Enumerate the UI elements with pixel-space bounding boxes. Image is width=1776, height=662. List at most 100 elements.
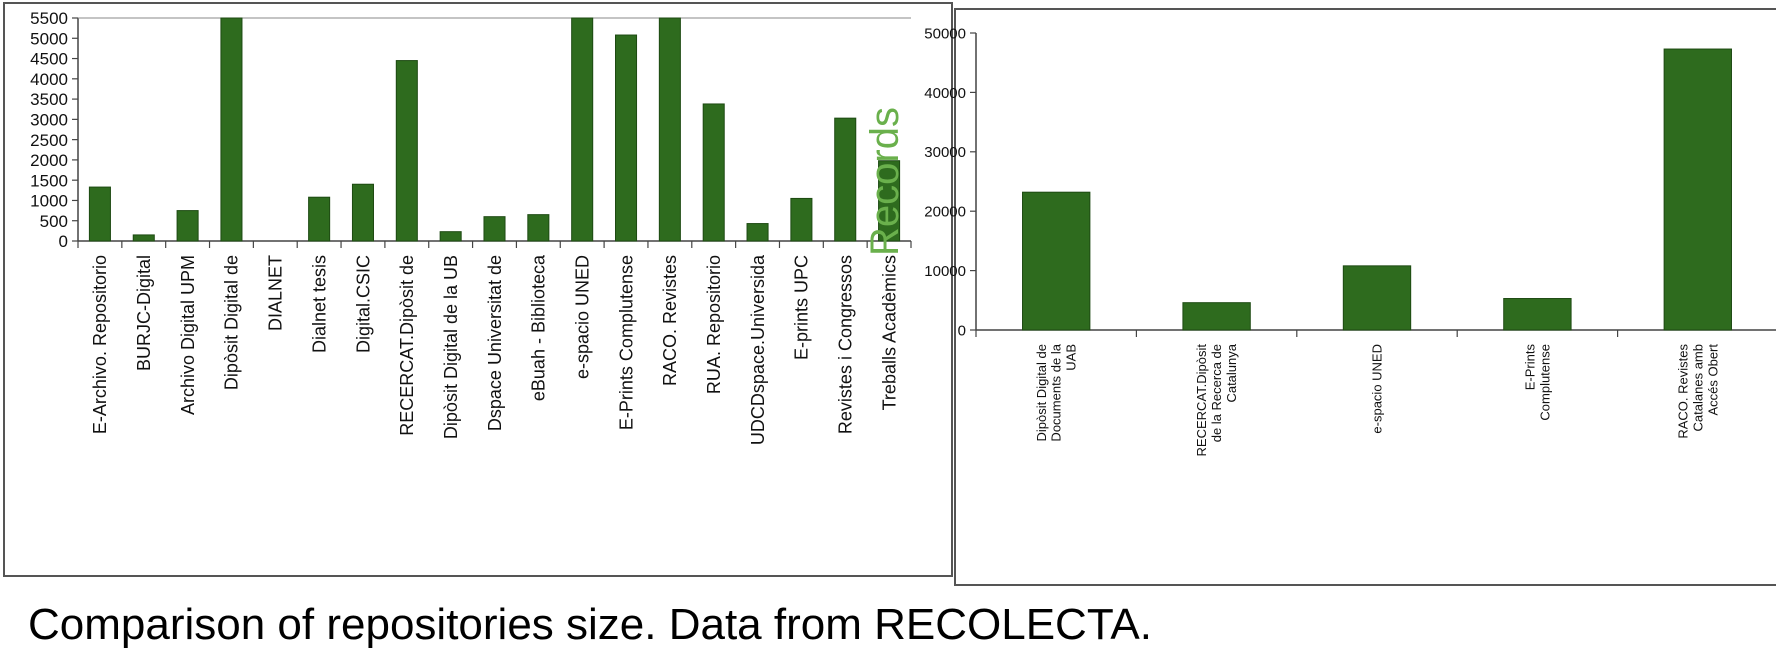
category-label-line: Digital.CSIC (353, 255, 373, 353)
category-label: Dipòsit Digital de la UB (441, 255, 461, 439)
category-label-line: de la Recerca de (1209, 344, 1224, 442)
y-tick-label: 30000 (924, 144, 966, 161)
bar (1022, 191, 1091, 331)
category-label: Treballs Acadèmics (879, 255, 899, 410)
category-label: Dipòsit Digital deDocuments de laUAB (1034, 343, 1079, 441)
category-label: Dspace Universitat de (485, 255, 505, 431)
category-label-line: Accés Obert (1705, 344, 1720, 416)
category-label-line: Catalanes amb (1690, 344, 1705, 431)
category-label: BURJC-Digital (134, 255, 154, 371)
y-tick-label: 2000 (30, 151, 68, 170)
category-label-line: e-spacio UNED (1370, 344, 1385, 434)
category-label: DIALNET (266, 255, 286, 331)
category-label: eBuah - Biblioteca (529, 254, 549, 401)
y-axis-title: Records (863, 107, 907, 256)
category-label-line: Treballs Acadèmics (879, 255, 899, 410)
category-label-line: BURJC-Digital (134, 255, 154, 371)
bar (220, 17, 243, 242)
category-label-line: e-spacio UNED (572, 255, 592, 379)
category-label-line: eBuah - Biblioteca (529, 254, 549, 401)
category-label-line: RACO. Revistes (660, 255, 680, 386)
left-chart-panel: 0 500 1000 1500 2000 2500 3000 3500 4000 4500 5000… (3, 2, 953, 577)
y-tick-label: 2500 (30, 131, 68, 150)
bar (351, 183, 374, 242)
bar (746, 223, 769, 242)
y-tick-label: 20000 (924, 204, 966, 221)
category-label-line: Catalunya (1224, 343, 1239, 402)
category-label: Dipòsit Digital de (222, 255, 242, 390)
bar (658, 17, 681, 242)
category-label-line: Revistes i Congressos (836, 255, 856, 434)
right-chart-panel: 0 10000 20000 30000 40000 50000 Dipòsit Digita… (863, 8, 1776, 586)
bar (439, 231, 462, 242)
bar (615, 34, 638, 242)
category-label: e-spacio UNED (1370, 344, 1385, 434)
right-bar-chart: 0 10000 20000 30000 40000 50000 Dipòsit Digita… (863, 25, 1776, 456)
category-label: RACO. Revistes (660, 255, 680, 386)
category-label-line: RECERCAT.Dipòsit (1194, 344, 1209, 457)
category-label: Archivo Digital UPM (178, 255, 198, 415)
category-label: RACO. RevistesCatalanes ambAccés Obert (1675, 344, 1720, 439)
category-label-line: Dialnet tesis (309, 255, 329, 353)
bar (132, 234, 155, 242)
category-label: Revistes i Congressos (836, 255, 856, 434)
category-label-line: E-Archivo. Repositorio (90, 255, 110, 434)
y-tick-label: 5000 (30, 29, 68, 48)
bar (1342, 265, 1412, 331)
category-label: Digital.CSIC (353, 255, 373, 353)
bar (527, 214, 550, 242)
y-tick-label: 4500 (30, 50, 68, 69)
category-label: E-Prints Complutense (616, 255, 636, 430)
y-tick-label: 1000 (30, 192, 68, 211)
y-tick-label: 0 (958, 322, 966, 339)
bar (88, 186, 111, 242)
bar (1663, 48, 1732, 331)
category-label-line: RACO. Revistes (1675, 344, 1690, 439)
category-label-line: E-Prints Complutense (616, 255, 636, 430)
category-label: RECERCAT.Dipòsitde la Recerca deCataluny… (1194, 343, 1239, 456)
y-tick-label: 3500 (30, 90, 68, 109)
category-label-line: DIALNET (266, 255, 286, 331)
figure-caption: Comparison of repositories size. Data fr… (28, 600, 1152, 649)
bar (790, 197, 813, 242)
bar (483, 216, 506, 242)
bar (308, 196, 331, 242)
category-label-line: Dspace Universitat de (485, 255, 505, 431)
y-tick-label: 500 (40, 212, 68, 231)
category-label-line: Documents de la (1049, 343, 1064, 441)
category-label-line: UDCDspace.Universida (748, 254, 768, 445)
y-tick-label: 5500 (30, 9, 68, 28)
category-label-line: Complutense (1537, 344, 1552, 421)
y-tick-label: 4000 (30, 70, 68, 89)
category-label-line: E-prints UPC (792, 255, 812, 360)
category-label-line: RUA. Repositorio (704, 255, 724, 394)
bar (571, 17, 594, 242)
category-label: e-spacio UNED (572, 255, 592, 379)
category-label-line: E-Prints (1522, 344, 1537, 391)
y-tick-label: 10000 (924, 263, 966, 280)
bar (834, 117, 857, 242)
bar (702, 103, 725, 242)
bar (1182, 302, 1251, 331)
y-tick-label: 3000 (30, 110, 68, 129)
category-label: E-PrintsComplutense (1522, 344, 1552, 421)
y-tick-label: 1500 (30, 171, 68, 190)
y-tick-label: 50000 (924, 25, 966, 42)
bar (878, 160, 901, 242)
category-label-line: UAB (1064, 344, 1079, 371)
category-label: RUA. Repositorio (704, 255, 724, 394)
category-label: Dialnet tesis (309, 255, 329, 353)
category-label: UDCDspace.Universida (748, 254, 768, 445)
y-tick-label: 0 (59, 232, 68, 251)
category-label-line: Dipòsit Digital de (222, 255, 242, 390)
category-label-line: RECERCAT.Dipòsit de (397, 255, 417, 436)
category-label-line: Dipòsit Digital de (1034, 344, 1049, 442)
bar (395, 60, 418, 242)
category-label: RECERCAT.Dipòsit de (397, 255, 417, 436)
bar (1503, 298, 1572, 331)
category-label: E-prints UPC (792, 255, 812, 360)
category-label: E-Archivo. Repositorio (90, 255, 110, 434)
y-tick-label: 40000 (924, 85, 966, 102)
bar (176, 210, 199, 242)
